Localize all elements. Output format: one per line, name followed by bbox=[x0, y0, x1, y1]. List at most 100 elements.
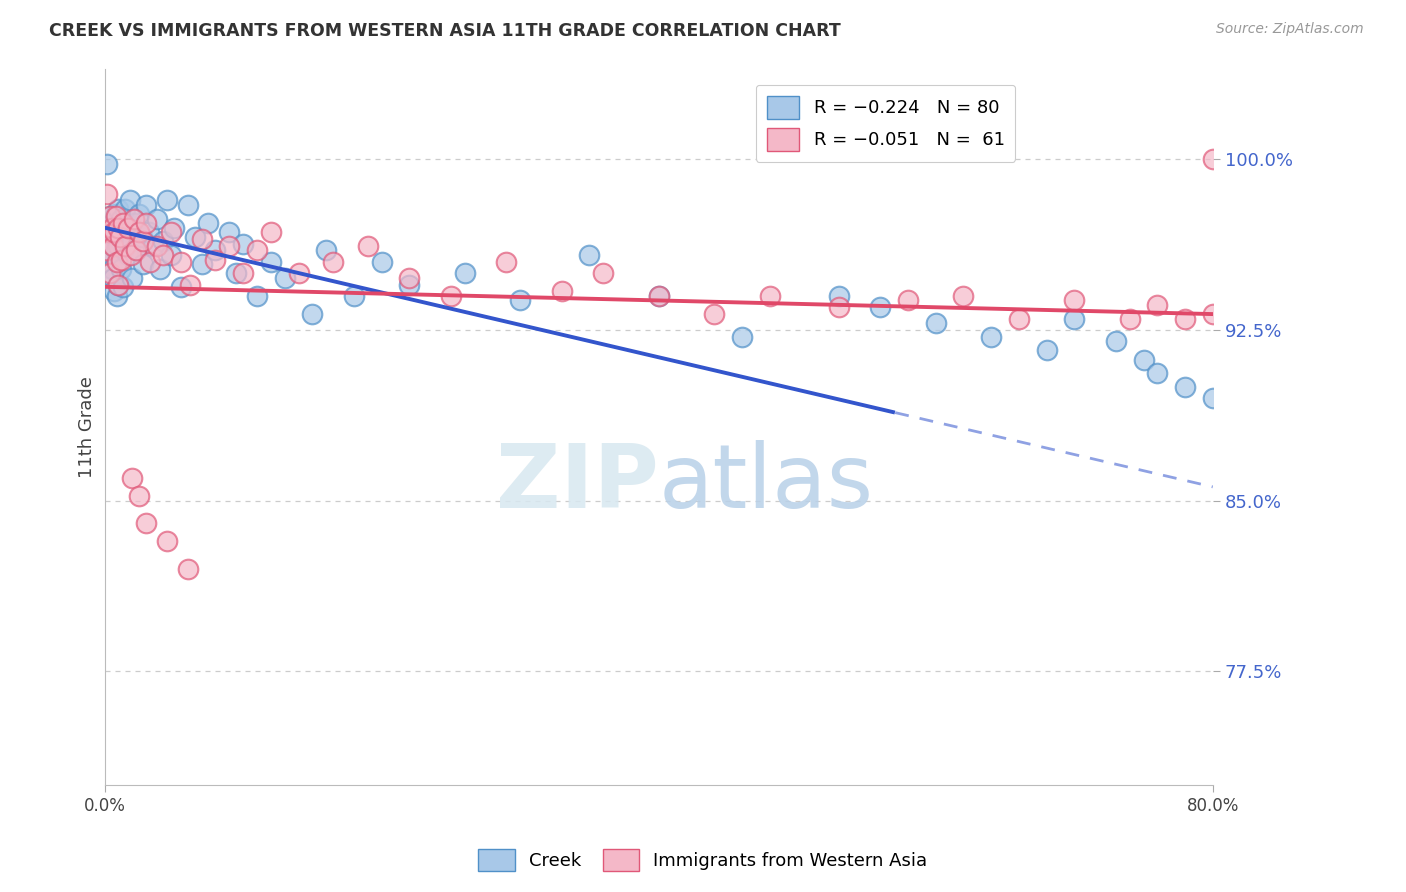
Point bbox=[1202, 391, 1225, 405]
Point bbox=[101, 239, 124, 253]
Point bbox=[112, 244, 135, 258]
Point bbox=[98, 210, 121, 224]
Point bbox=[104, 207, 127, 221]
Point bbox=[105, 289, 128, 303]
Point bbox=[1035, 343, 1057, 358]
Point bbox=[218, 225, 240, 239]
Point bbox=[1105, 334, 1128, 349]
Point bbox=[232, 266, 254, 280]
Point bbox=[218, 239, 240, 253]
Point bbox=[96, 157, 118, 171]
Point bbox=[160, 248, 183, 262]
Point bbox=[132, 257, 155, 271]
Point bbox=[398, 270, 420, 285]
Point bbox=[204, 244, 226, 258]
Point bbox=[156, 194, 179, 208]
Point bbox=[104, 244, 127, 258]
Point bbox=[152, 248, 174, 262]
Point bbox=[104, 210, 127, 224]
Point bbox=[551, 285, 574, 299]
Point bbox=[1146, 366, 1168, 380]
Point bbox=[101, 216, 124, 230]
Point bbox=[103, 285, 125, 299]
Point bbox=[149, 261, 172, 276]
Point bbox=[115, 225, 138, 239]
Y-axis label: 11th Grade: 11th Grade bbox=[79, 376, 96, 477]
Point bbox=[1118, 311, 1140, 326]
Point bbox=[260, 225, 283, 239]
Point bbox=[107, 220, 129, 235]
Point bbox=[1063, 311, 1085, 326]
Point bbox=[111, 216, 134, 230]
Point bbox=[177, 562, 200, 576]
Point bbox=[578, 248, 600, 262]
Point bbox=[146, 211, 169, 226]
Point bbox=[97, 225, 120, 239]
Point bbox=[177, 198, 200, 212]
Point bbox=[204, 252, 226, 267]
Point bbox=[370, 254, 392, 268]
Point bbox=[495, 254, 517, 268]
Point bbox=[1202, 307, 1225, 321]
Point bbox=[146, 239, 169, 253]
Point bbox=[135, 198, 157, 212]
Point bbox=[1174, 311, 1197, 326]
Point bbox=[509, 293, 531, 308]
Point bbox=[343, 289, 366, 303]
Point bbox=[647, 289, 669, 303]
Point bbox=[869, 300, 891, 314]
Point bbox=[100, 261, 122, 276]
Point bbox=[1008, 311, 1031, 326]
Point bbox=[170, 254, 193, 268]
Point bbox=[103, 225, 125, 239]
Point bbox=[100, 220, 122, 235]
Point bbox=[160, 225, 183, 239]
Point bbox=[101, 239, 124, 253]
Point bbox=[120, 248, 142, 262]
Point bbox=[108, 220, 131, 235]
Point bbox=[121, 235, 143, 249]
Point bbox=[135, 516, 157, 531]
Point bbox=[110, 261, 132, 276]
Point bbox=[138, 225, 160, 239]
Point bbox=[897, 293, 920, 308]
Point bbox=[1146, 298, 1168, 312]
Point bbox=[128, 207, 150, 221]
Point bbox=[108, 229, 131, 244]
Point bbox=[139, 254, 162, 268]
Point bbox=[731, 330, 754, 344]
Text: Source: ZipAtlas.com: Source: ZipAtlas.com bbox=[1216, 22, 1364, 37]
Point bbox=[1202, 153, 1225, 167]
Point bbox=[128, 225, 150, 239]
Point bbox=[118, 194, 141, 208]
Point bbox=[94, 232, 117, 246]
Point bbox=[111, 280, 134, 294]
Point bbox=[114, 202, 136, 217]
Point bbox=[301, 307, 323, 321]
Point bbox=[647, 289, 669, 303]
Point bbox=[246, 244, 269, 258]
Point bbox=[114, 239, 136, 253]
Point bbox=[357, 239, 380, 253]
Point bbox=[110, 252, 132, 267]
Point bbox=[758, 289, 780, 303]
Point bbox=[828, 300, 851, 314]
Text: ZIP: ZIP bbox=[496, 441, 658, 527]
Point bbox=[98, 248, 121, 262]
Text: atlas: atlas bbox=[658, 441, 873, 527]
Point bbox=[183, 229, 205, 244]
Point bbox=[128, 489, 150, 503]
Point bbox=[197, 216, 219, 230]
Point bbox=[260, 254, 283, 268]
Point bbox=[225, 266, 247, 280]
Point bbox=[98, 210, 121, 224]
Point bbox=[170, 280, 193, 294]
Point bbox=[1174, 380, 1197, 394]
Point bbox=[105, 254, 128, 268]
Point bbox=[94, 244, 117, 258]
Point bbox=[398, 277, 420, 292]
Point bbox=[135, 216, 157, 230]
Point bbox=[132, 235, 155, 249]
Point bbox=[107, 202, 129, 217]
Point bbox=[273, 270, 295, 285]
